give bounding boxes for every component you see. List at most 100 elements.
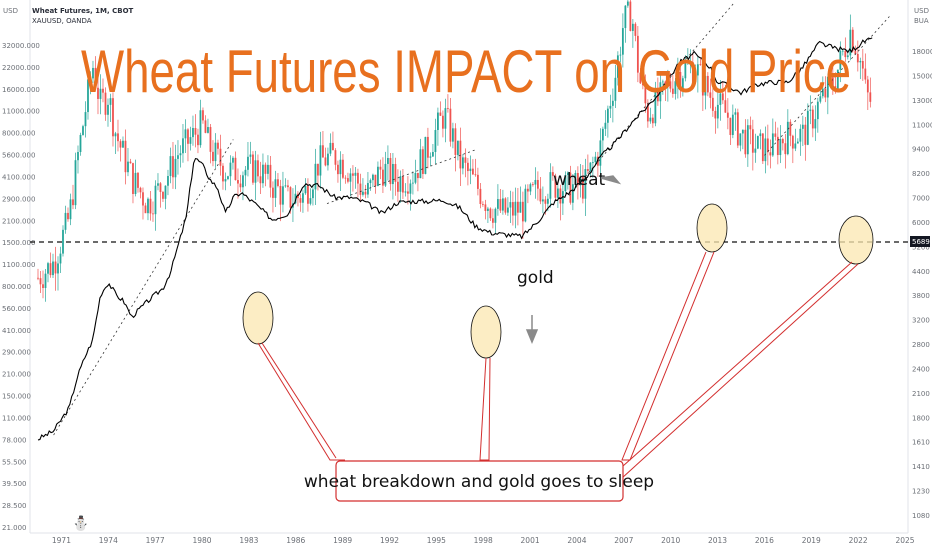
wheat-candle-body bbox=[811, 109, 814, 129]
wheat-candle-body bbox=[477, 174, 479, 189]
wheat-candle-body bbox=[197, 134, 199, 146]
wheat-candle-body bbox=[482, 204, 484, 205]
wheat-candle-body bbox=[794, 143, 797, 149]
wheat-candle-body bbox=[746, 125, 749, 155]
wheat-candle-body bbox=[629, 1, 632, 31]
wheat-candle-body bbox=[347, 178, 349, 182]
wheat-candle-body bbox=[182, 138, 184, 154]
wheat-candle-body bbox=[541, 199, 544, 202]
wheat-candle-body bbox=[669, 81, 672, 89]
wheat-candle-body bbox=[309, 198, 312, 204]
right-currency-sub: BUA bbox=[914, 17, 929, 25]
wheat-candle-body bbox=[134, 172, 137, 194]
wheat-candle-body bbox=[429, 156, 432, 158]
wheat-candle-body bbox=[232, 157, 234, 163]
wheat-candle-body bbox=[392, 163, 394, 185]
wheat-candle-body bbox=[164, 185, 167, 199]
wheat-candle-body bbox=[824, 88, 827, 98]
wheat-candle-body bbox=[614, 77, 617, 101]
wheat-candle-body bbox=[439, 112, 442, 116]
wheat-candle-body bbox=[427, 136, 429, 158]
wheat-candle-body bbox=[414, 172, 417, 183]
wheat-candle-body bbox=[786, 121, 789, 155]
wheat-candle-body bbox=[771, 133, 774, 156]
wheat-candle-body bbox=[344, 177, 347, 179]
wheat-candle-body bbox=[274, 179, 277, 198]
wheat-candle-body bbox=[849, 29, 852, 56]
wheat-candle-body bbox=[529, 184, 532, 192]
wheat-candle-body bbox=[499, 199, 502, 211]
x-tick-label: 2010 bbox=[661, 536, 680, 545]
wheat-candle-body bbox=[72, 199, 74, 206]
right-tick-label: 13000 bbox=[912, 97, 932, 105]
wheat-candle-body bbox=[839, 50, 842, 70]
connector-1982-b bbox=[261, 342, 337, 459]
wheat-candle-body bbox=[64, 212, 67, 230]
wheat-candle-body bbox=[359, 183, 362, 195]
callout-connectors bbox=[257, 251, 859, 479]
wheat-candle-body bbox=[159, 183, 162, 192]
wheat-candle-body bbox=[706, 75, 709, 93]
wheat-candle-body bbox=[219, 148, 222, 166]
left-tick-label: 800.000 bbox=[2, 283, 31, 291]
wheat-candle-body bbox=[254, 160, 257, 183]
wheat-candle-body bbox=[492, 218, 494, 223]
wheat-candle-body bbox=[87, 79, 89, 113]
wheat-candle-body bbox=[766, 138, 769, 153]
wheat-candle-body bbox=[666, 81, 669, 86]
wheat-arrow-icon bbox=[600, 175, 622, 185]
wheat-candle-body bbox=[364, 191, 367, 195]
wheat-candle-body bbox=[312, 189, 314, 199]
support-trendline bbox=[53, 139, 234, 436]
wheat-candle-body bbox=[389, 157, 392, 185]
wheat-candle-body bbox=[424, 136, 427, 174]
wheat-candle-body bbox=[524, 188, 527, 222]
left-tick-label: 4100.000 bbox=[2, 173, 35, 181]
right-tick-label: 2100 bbox=[912, 390, 930, 398]
wheat-candle-body bbox=[671, 88, 674, 94]
wheat-candle-body bbox=[754, 148, 757, 153]
wheat-candle-body bbox=[69, 199, 72, 220]
left-tick-label: 22000.000 bbox=[2, 64, 40, 72]
wheat-candle-body bbox=[384, 163, 387, 186]
wheat-candle-body bbox=[104, 92, 107, 115]
wheat-candle-body bbox=[129, 161, 132, 164]
wheat-candle-body bbox=[554, 175, 557, 198]
wheat-candle-body bbox=[299, 198, 302, 203]
wheat-candle-body bbox=[784, 143, 787, 155]
wheat-candle-body bbox=[494, 208, 497, 223]
left-axis-ticks: 32000.000 22000.000 16000.000 11000.000 8000… bbox=[2, 42, 40, 532]
wheat-candle-body bbox=[739, 133, 742, 146]
wheat-candle-body bbox=[719, 93, 722, 105]
wheat-candle-body bbox=[756, 136, 759, 149]
wheat-candle-body bbox=[521, 201, 524, 222]
left-tick-label: 210.000 bbox=[2, 371, 31, 379]
wheat-candle-body bbox=[109, 98, 112, 105]
wheat-candle-body bbox=[516, 201, 519, 213]
left-tick-label: 28.500 bbox=[2, 502, 27, 510]
right-tick-label: 6000 bbox=[912, 219, 930, 227]
wheat-candle-body bbox=[751, 129, 754, 153]
wheat-candle-body bbox=[82, 126, 84, 135]
wheat-candle-body bbox=[257, 160, 259, 177]
wheat-candle-body bbox=[609, 105, 612, 109]
wheat-candle-body bbox=[272, 187, 274, 198]
left-tick-label: 32000.000 bbox=[2, 42, 40, 50]
highlight-circle-2023 bbox=[838, 215, 874, 265]
x-tick-label: 1998 bbox=[474, 536, 493, 545]
wheat-candle-body bbox=[157, 183, 159, 186]
wheat-candle-body bbox=[589, 162, 592, 171]
connector-2013 bbox=[621, 251, 715, 461]
wheat-candle-body bbox=[686, 62, 689, 64]
wheat-candle-body bbox=[449, 108, 452, 142]
wheat-candle-body bbox=[307, 186, 309, 204]
wheat-candle-body bbox=[37, 277, 39, 279]
wheat-candle-body bbox=[169, 156, 172, 177]
left-tick-label: 39.500 bbox=[2, 480, 27, 488]
wheat-candle-body bbox=[452, 128, 454, 142]
right-tick-label: 3200 bbox=[912, 317, 930, 325]
wheat-candle-body bbox=[277, 179, 279, 186]
wheat-candle-body bbox=[79, 134, 82, 153]
highlight-circle-1997 bbox=[470, 305, 502, 359]
x-tick-label: 1980 bbox=[192, 536, 211, 545]
